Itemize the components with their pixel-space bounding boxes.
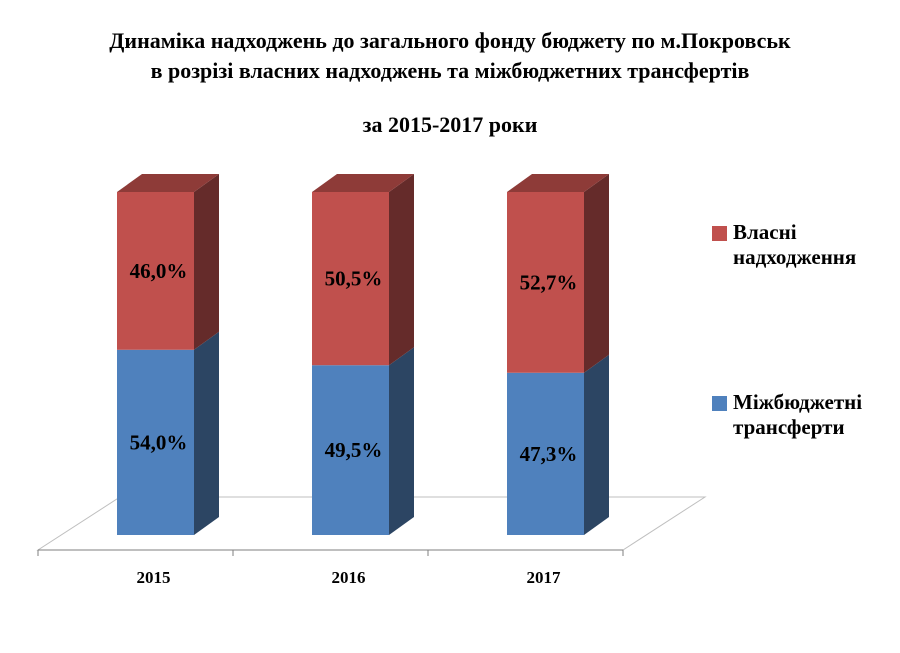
chart-subtitle: за 2015-2017 роки xyxy=(362,112,538,137)
bar-side-transfers-2016 xyxy=(389,347,414,535)
x-tick-label-2016: 2016 xyxy=(332,568,366,587)
bars-group: 54,0% 46,0% 49,5% 50,5% 47,3% 52,7% xyxy=(117,174,609,535)
bar-side-own-revenue-2016 xyxy=(389,174,414,366)
data-label-transfers-2016: 49,5% xyxy=(325,438,383,462)
legend-swatch-own-revenue xyxy=(712,226,727,241)
data-label-own-revenue-2015: 46,0% xyxy=(130,259,188,283)
legend-swatch-transfers xyxy=(712,396,727,411)
bar-top-2017 xyxy=(507,174,609,192)
legend-label-own-revenue-line1: Власні xyxy=(733,220,797,244)
bar-side-transfers-2015 xyxy=(194,331,219,535)
data-label-transfers-2015: 54,0% xyxy=(130,430,188,454)
legend-item-own-revenue: Власні надходження xyxy=(712,220,883,270)
data-label-own-revenue-2017: 52,7% xyxy=(520,270,578,294)
bar-front-transfers-2015 xyxy=(117,349,194,535)
bar-side-own-revenue-2017 xyxy=(584,174,609,373)
legend-item-transfers: Міжбюджетні трансферти xyxy=(712,390,883,440)
bar-front-own-revenue-2016 xyxy=(312,192,389,366)
x-tick-label-2015: 2015 xyxy=(137,568,171,587)
legend-label-own-revenue-line2: надходження xyxy=(733,245,857,269)
data-label-own-revenue-2016: 50,5% xyxy=(325,267,383,291)
data-label-transfers-2017: 47,3% xyxy=(520,442,578,466)
bar-front-transfers-2017 xyxy=(507,372,584,535)
bar-top-2016 xyxy=(312,174,414,192)
bar-front-own-revenue-2015 xyxy=(117,192,194,350)
bar-side-own-revenue-2015 xyxy=(194,174,219,350)
x-tick-label-2017: 2017 xyxy=(527,568,562,587)
bar-front-own-revenue-2017 xyxy=(507,192,584,373)
legend-label-transfers-line1: Міжбюджетні xyxy=(733,390,863,414)
chart-title-line2: в розрізі власних надходжень та міжбюдже… xyxy=(150,58,750,83)
chart-title: Динаміка надходжень до загального фонду … xyxy=(109,28,791,53)
legend-label-transfers-line2: трансферти xyxy=(733,415,845,439)
bar-top-2015 xyxy=(117,174,219,192)
x-axis: 2015 2016 2017 xyxy=(37,550,624,587)
bar-front-transfers-2016 xyxy=(312,365,389,535)
bar-side-transfers-2017 xyxy=(584,354,609,535)
